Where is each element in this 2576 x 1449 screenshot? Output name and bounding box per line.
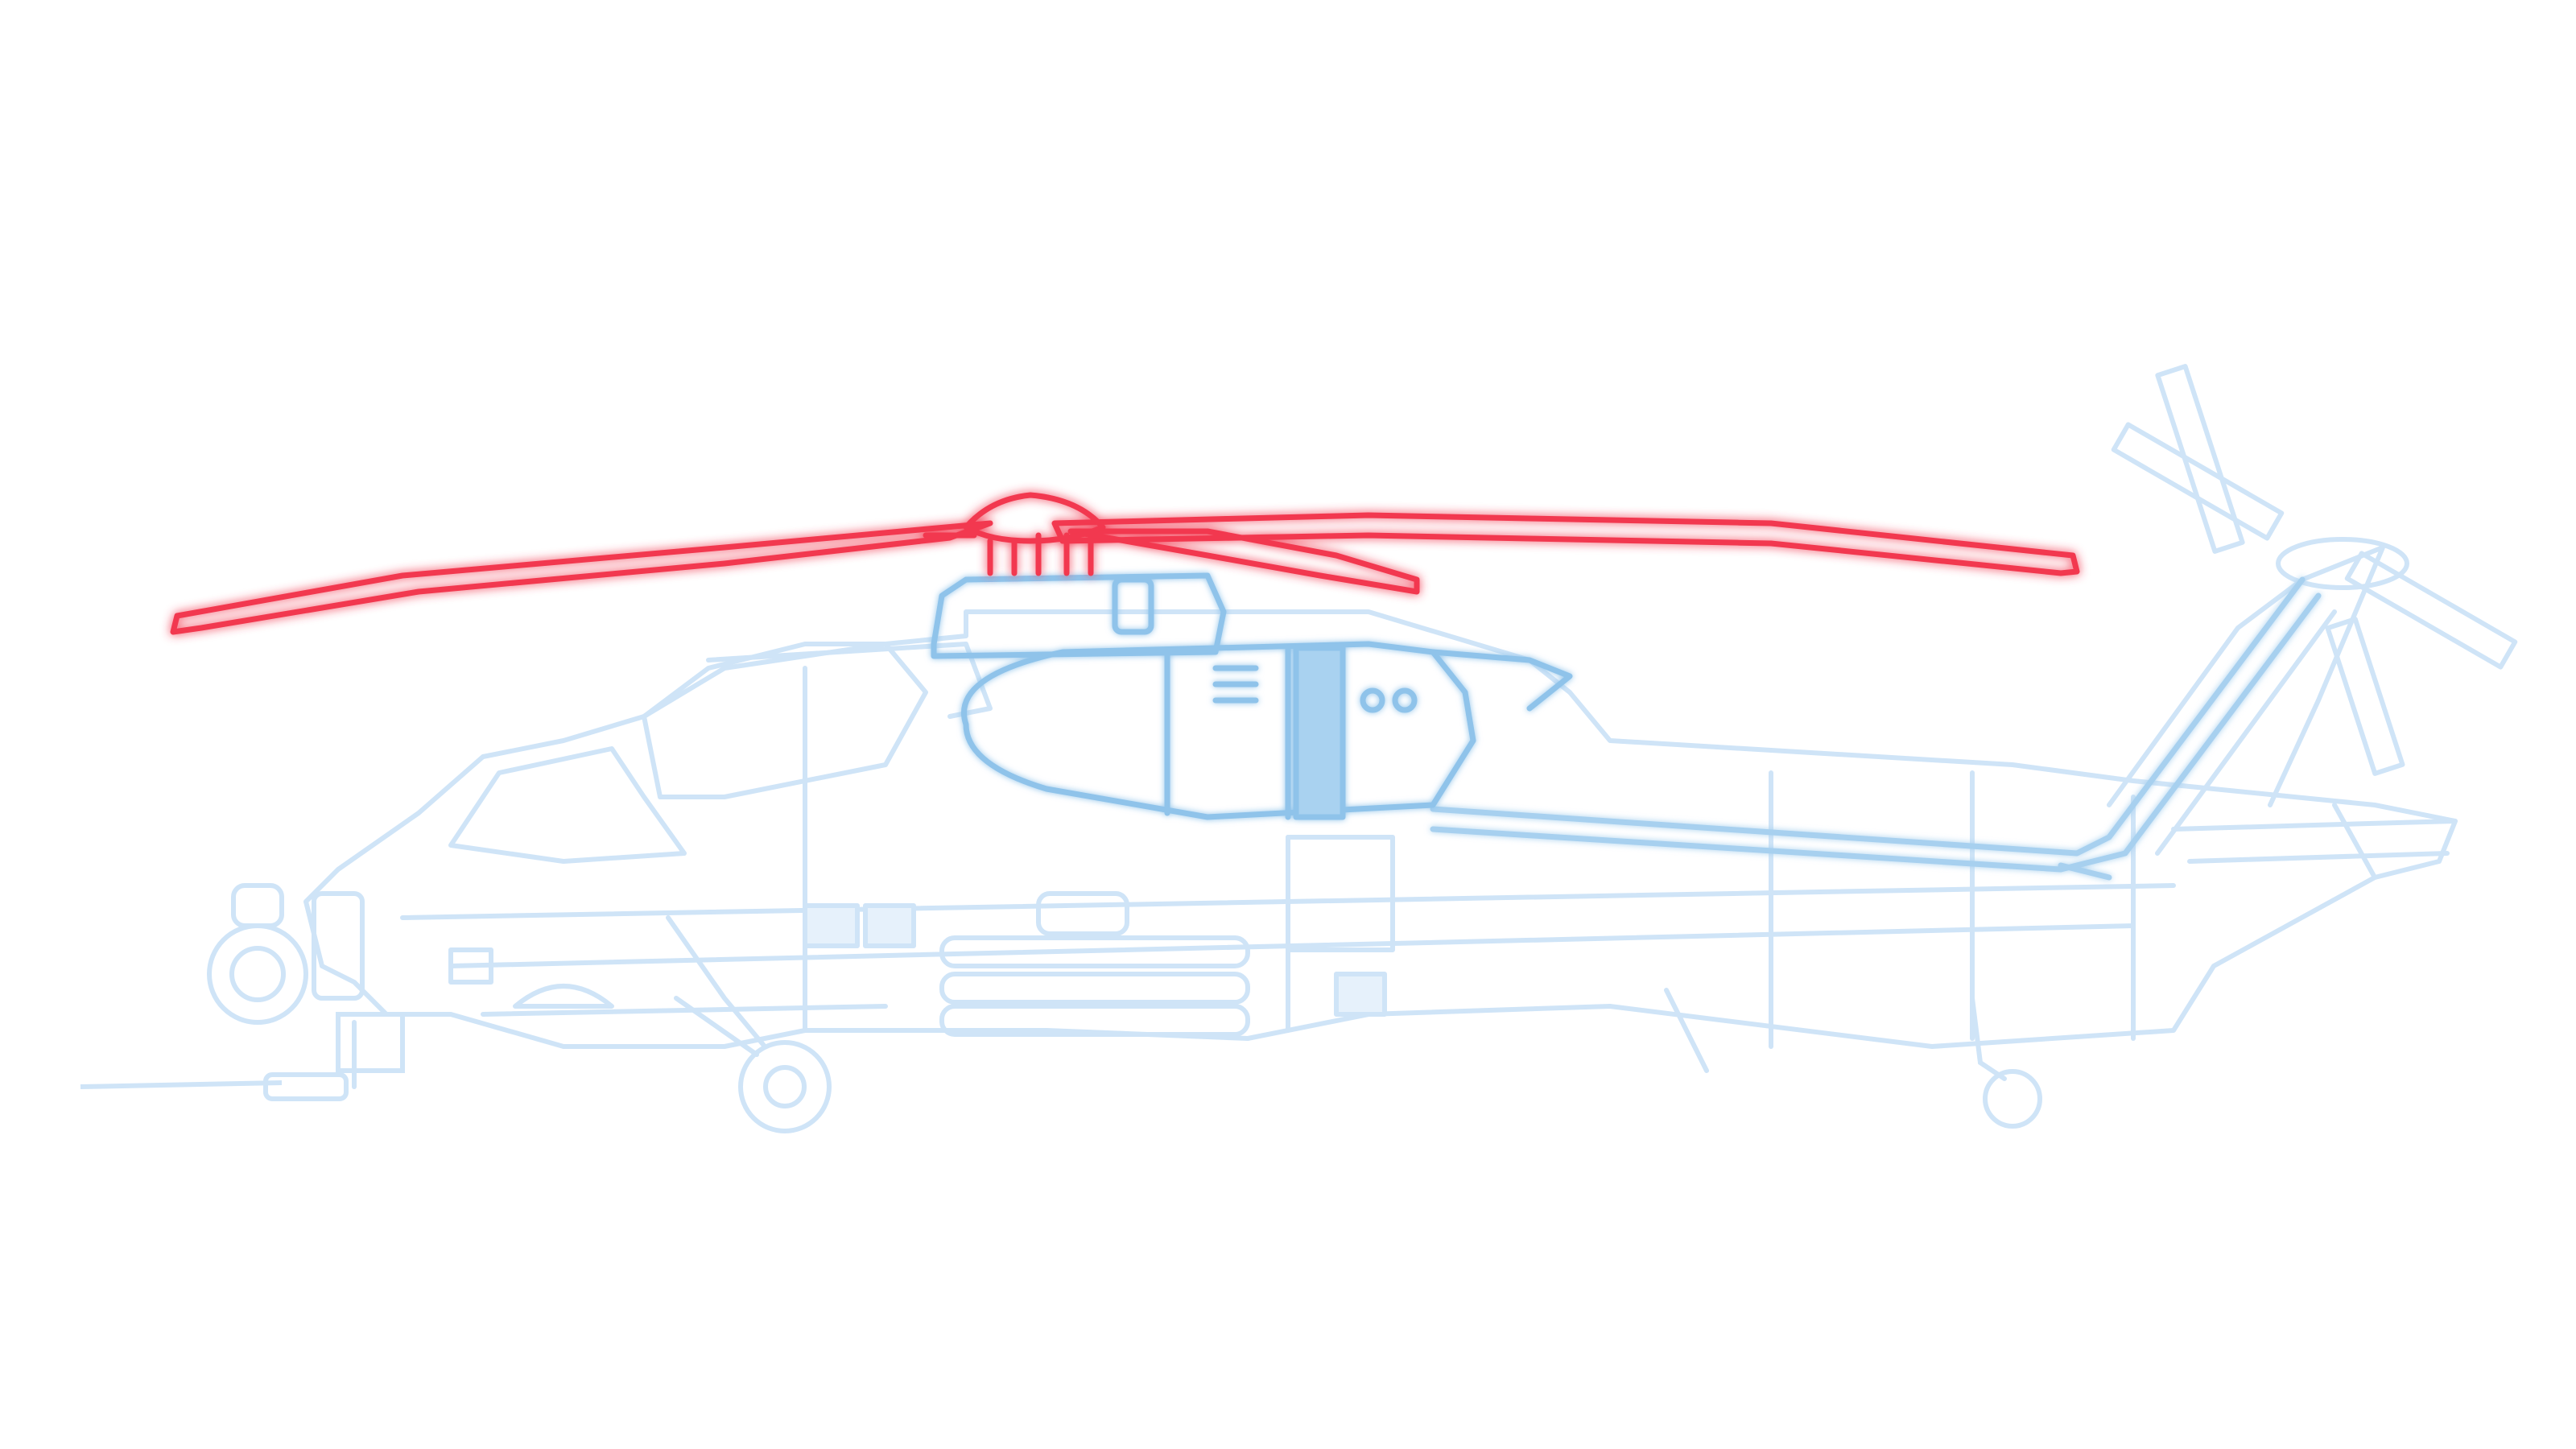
tail-rotor xyxy=(2107,364,2518,856)
main-rotor xyxy=(170,492,2080,635)
main-rotor-hub xyxy=(963,492,1106,544)
tail-boom xyxy=(1430,576,2322,881)
main-rotor-blade-left xyxy=(170,520,993,635)
weapons xyxy=(80,891,1250,1101)
main-rotor-blade-right xyxy=(1051,512,2080,576)
main-rotor-blade-right-lower xyxy=(1067,528,1420,595)
fuselage xyxy=(207,609,2458,1049)
landing-gear xyxy=(336,915,2042,1133)
engine-nacelle xyxy=(931,572,1573,820)
